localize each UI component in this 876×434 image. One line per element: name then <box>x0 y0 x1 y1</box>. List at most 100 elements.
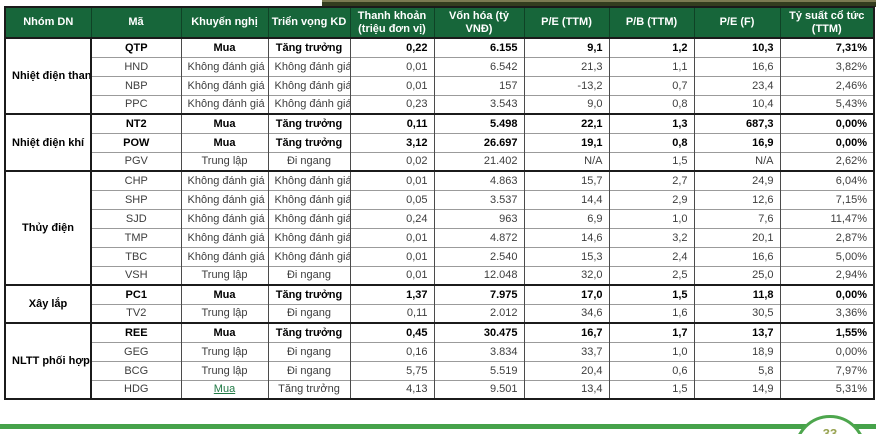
pe-ttm-cell: N/A <box>523 151 610 171</box>
dividend-yield-cell: 6,04% <box>779 170 875 190</box>
table-row-bcg: BCG Trung lập Đi ngang 5,75 5.519 20,4 0,6 5,8 7… <box>5 360 875 380</box>
dividend-yield-cell: 7,15% <box>779 189 875 209</box>
ticker-cell: REE <box>90 322 182 342</box>
pe-ttm-cell: 14,6 <box>523 227 610 247</box>
pe-ttm-cell: 21,3 <box>523 56 610 76</box>
dividend-yield-cell: 11,47% <box>779 208 875 228</box>
ticker-cell: TV2 <box>90 303 182 323</box>
recommendation-cell: Mua <box>180 37 269 57</box>
pe-forward-cell: 18,9 <box>693 341 781 361</box>
group-label: Nhiệt điện than <box>4 37 92 114</box>
column-header-4: Triển vọng KD <box>267 7 351 39</box>
pe-ttm-cell: 16,7 <box>523 322 610 342</box>
liquidity-cell: 0,01 <box>349 170 435 190</box>
ticker-cell: POW <box>90 132 182 152</box>
ticker-cell: TBC <box>90 246 182 266</box>
ticker-cell: HND <box>90 56 182 76</box>
recommendation-cell: Không đánh giá <box>180 56 269 76</box>
outlook-cell: Không đánh giá <box>267 94 351 114</box>
pe-forward-cell: 7,6 <box>693 208 781 228</box>
pe-forward-cell: 30,5 <box>693 303 781 323</box>
table-row-sjd: SJD Không đánh giá Không đánh giá 0,24 963 6,… <box>5 208 875 228</box>
pb-ttm-cell: 1,7 <box>608 322 695 342</box>
table-row-pgv: PGV Trung lập Đi ngang 0,02 21.402 N/A 1,5 N/A 2… <box>5 151 875 171</box>
dividend-yield-cell: 2,46% <box>779 75 875 95</box>
dividend-yield-cell: 5,00% <box>779 246 875 266</box>
outlook-cell: Đi ngang <box>267 360 351 380</box>
pe-forward-cell: N/A <box>693 151 781 171</box>
pb-ttm-cell: 1,6 <box>608 303 695 323</box>
pe-ttm-cell: 19,1 <box>523 132 610 152</box>
market-cap-cell: 2.540 <box>433 246 525 266</box>
liquidity-cell: 0,11 <box>349 303 435 323</box>
market-cap-cell: 963 <box>433 208 525 228</box>
table-row-pc1: Xây lắp PC1 Mua Tăng trưởng 1,37 7.975 17,0 1,5… <box>4 284 875 323</box>
table-header-row: Nhóm DN Mã Khuyến nghị Triển vọng KD Thanh k… <box>4 7 875 39</box>
outlook-cell: Tăng trưởng <box>267 284 351 304</box>
ticker-cell: VSH <box>90 265 182 285</box>
pe-forward-cell: 11,8 <box>693 284 781 304</box>
liquidity-cell: 5,75 <box>349 360 435 380</box>
table-row-tv2: TV2 Trung lập Đi ngang 0,11 2.012 34,6 1,6 30,5… <box>5 303 875 323</box>
outlook-cell: Không đánh giá <box>267 75 351 95</box>
pb-ttm-cell: 1,2 <box>608 37 695 57</box>
ticker-cell: SJD <box>90 208 182 228</box>
pe-ttm-cell: 14,4 <box>523 189 610 209</box>
table-body: Nhiệt điện than QTP Mua Tăng trưởng 0,22 6.15… <box>4 37 875 399</box>
liquidity-cell: 0,01 <box>349 265 435 285</box>
recommendation-cell: Trung lập <box>180 303 269 323</box>
pe-forward-cell: 16,9 <box>693 132 781 152</box>
footer-accent-bar <box>0 424 876 429</box>
recommendation-cell: Mua <box>180 284 269 304</box>
outlook-cell: Tăng trưởng <box>267 113 351 133</box>
pb-ttm-cell: 2,4 <box>608 246 695 266</box>
dividend-yield-cell: 0,00% <box>779 113 875 133</box>
outlook-cell: Không đánh giá <box>267 170 351 190</box>
table-row-nbp: NBP Không đánh giá Không đánh giá 0,01 157 -1… <box>5 75 875 95</box>
table-row-hdg: HDG Mua Tăng trưởng 4,13 9.501 13,4 1,5 14,9 5,3… <box>5 379 875 399</box>
market-cap-cell: 5.498 <box>433 113 525 133</box>
column-header-2: Mã <box>90 7 182 39</box>
recommendation-link[interactable]: Mua <box>213 383 236 396</box>
column-header-9: P/E (F) <box>693 7 781 39</box>
outlook-cell: Không đánh giá <box>267 227 351 247</box>
ticker-cell: TMP <box>90 227 182 247</box>
market-cap-cell: 26.697 <box>433 132 525 152</box>
ticker-cell: QTP <box>90 37 182 57</box>
pe-ttm-cell: 33,7 <box>523 341 610 361</box>
pe-forward-cell: 20,1 <box>693 227 781 247</box>
recommendation-cell: Mua <box>180 322 269 342</box>
dividend-yield-cell: 0,00% <box>779 132 875 152</box>
dividend-yield-cell: 1,55% <box>779 322 875 342</box>
recommendation-cell: Không đánh giá <box>180 94 269 114</box>
ticker-cell: NBP <box>90 75 182 95</box>
column-header-3: Khuyến nghị <box>180 7 269 39</box>
dividend-yield-cell: 3,82% <box>779 56 875 76</box>
market-cap-cell: 30.475 <box>433 322 525 342</box>
market-cap-cell: 3.537 <box>433 189 525 209</box>
table-row-pow: POW Mua Tăng trưởng 3,12 26.697 19,1 0,8 16,9 0,… <box>5 132 875 152</box>
pe-forward-cell: 5,8 <box>693 360 781 380</box>
market-cap-cell: 5.519 <box>433 360 525 380</box>
outlook-cell: Đi ngang <box>267 265 351 285</box>
market-cap-cell: 6.542 <box>433 56 525 76</box>
dividend-yield-cell: 0,00% <box>779 341 875 361</box>
ticker-cell: GEG <box>90 341 182 361</box>
liquidity-cell: 0,05 <box>349 189 435 209</box>
column-header-1: Nhóm DN <box>4 7 92 39</box>
pe-forward-cell: 24,9 <box>693 170 781 190</box>
ticker-cell: SHP <box>90 189 182 209</box>
liquidity-cell: 0,01 <box>349 246 435 266</box>
column-header-7: P/E (TTM) <box>523 7 610 39</box>
outlook-cell: Tăng trưởng <box>267 322 351 342</box>
outlook-cell: Không đánh giá <box>267 189 351 209</box>
pb-ttm-cell: 1,5 <box>608 284 695 304</box>
liquidity-cell: 3,12 <box>349 132 435 152</box>
recommendation-cell: Không đánh giá <box>180 227 269 247</box>
market-cap-cell: 4.872 <box>433 227 525 247</box>
recommendation-cell: Không đánh giá <box>180 170 269 190</box>
table-row-tbc: TBC Không đánh giá Không đánh giá 0,01 2.540… <box>5 246 875 266</box>
pb-ttm-cell: 2,5 <box>608 265 695 285</box>
pb-ttm-cell: 0,6 <box>608 360 695 380</box>
